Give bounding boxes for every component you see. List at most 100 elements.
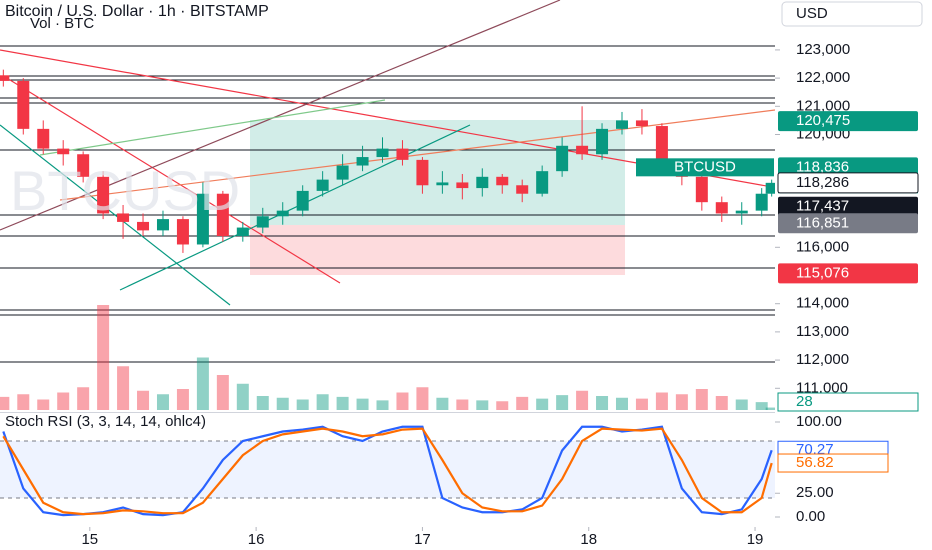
candle-body: [436, 182, 449, 186]
y-tick-label: 111,000: [796, 379, 848, 396]
horizontal-lines: [0, 45, 775, 363]
price-label: 118,836: [796, 158, 849, 175]
candle-body: [765, 182, 778, 194]
volume-bar: [176, 389, 189, 410]
y-tick-label: 123,000: [796, 41, 850, 58]
watermark: BTCUSD: [10, 159, 240, 222]
candle-body: [416, 159, 429, 186]
volume-bar: [156, 394, 169, 410]
stoch-band: [0, 441, 775, 498]
currency: USD: [796, 5, 828, 22]
price-label-box: [778, 157, 918, 178]
candle-body: [735, 210, 748, 214]
price-label-box: [778, 196, 918, 217]
candle-body: [755, 193, 768, 211]
candle-body: [655, 126, 668, 166]
volume-bar: [256, 396, 269, 410]
y-tick-label: 122,000: [796, 69, 850, 86]
volume-bar: [17, 394, 30, 410]
candle-body: [256, 216, 269, 228]
volume-bar: [576, 390, 589, 410]
y-tick-label: 112,000: [796, 351, 849, 368]
y-tick-label: 0.00: [796, 508, 825, 525]
candle-body: [137, 221, 150, 231]
symbol-tag-box: [636, 158, 774, 177]
volume-bar: [336, 396, 349, 410]
candle-body: [456, 182, 469, 189]
y-tick-label: 116,000: [796, 238, 849, 255]
stoch-line: [2, 427, 773, 516]
price-label-box: [777, 172, 919, 194]
volume-bar: [755, 402, 768, 410]
price-label: 118,286: [796, 174, 849, 191]
y-tick-label: 114,000: [796, 295, 849, 312]
volume-bar: [356, 398, 369, 410]
candle-body: [715, 202, 728, 214]
candle-body: [695, 176, 708, 203]
candle-body: [156, 219, 169, 231]
price-label: 115,076: [796, 264, 849, 281]
volume-bar: [735, 399, 748, 410]
volume-bar: [137, 390, 150, 410]
volume-bar: [556, 395, 569, 410]
candle-body: [496, 176, 509, 186]
candle-body: [615, 120, 628, 129]
volume-bar: [675, 394, 688, 410]
candle-body: [37, 128, 50, 149]
volume-bar: [0, 396, 10, 410]
candle-body: [176, 219, 189, 245]
candle-body: [216, 193, 229, 237]
volume-bar: [496, 401, 509, 410]
x-tick-label: 17: [414, 531, 431, 548]
candle-body: [376, 148, 389, 158]
x-tick-label: 18: [580, 531, 597, 548]
volume-bar: [376, 400, 389, 410]
candle-body: [635, 120, 648, 127]
volume-title: Vol · BTC: [30, 15, 94, 32]
volume-bar: [695, 389, 708, 410]
volume-bar: [196, 357, 209, 410]
currency-box[interactable]: [781, 1, 923, 27]
volume-bar: [516, 396, 529, 410]
price-label-box: [778, 263, 918, 284]
volume-bar: [316, 394, 329, 410]
candle-body: [0, 75, 10, 81]
candle-body: [276, 210, 289, 217]
indicator-title: Stoch RSI (3, 3, 14, 14, ohlc4): [5, 413, 206, 430]
volume-bar: [97, 305, 110, 410]
volume-bar: [476, 400, 489, 410]
candle-body: [117, 213, 130, 222]
price-label: 120,475: [796, 112, 850, 129]
stoch-label-box: [777, 453, 889, 473]
price-label: 116,851: [796, 214, 849, 231]
y-tick-label: 100.00: [796, 413, 842, 430]
candle-body: [57, 148, 70, 155]
volume-bar: [396, 392, 409, 410]
candle-body: [97, 176, 110, 214]
volume-bar: [655, 392, 668, 410]
x-tick-label: 19: [747, 531, 764, 548]
volume-bar: [536, 398, 549, 410]
volume-bar: [236, 383, 249, 410]
volume-bar: [615, 397, 628, 410]
volume-bar: [416, 387, 429, 410]
candle-body: [516, 185, 529, 194]
volume-bar: [37, 399, 50, 410]
candle-body: [196, 193, 209, 245]
candle-body: [556, 145, 569, 172]
volume-label: 28: [796, 393, 813, 410]
candle-body: [396, 148, 409, 160]
trend-lines: [0, 0, 931, 306]
candle-body: [236, 227, 249, 237]
symbol-tag: BTCUSD: [674, 158, 736, 175]
candle-body: [316, 179, 329, 191]
candle-body: [77, 154, 90, 177]
volume-bar: [216, 375, 229, 410]
volume-bar: [296, 399, 309, 410]
pane-separator: [0, 412, 775, 413]
volume-label-box: [777, 392, 919, 412]
y-tick-label: 25.00: [796, 484, 834, 501]
candle-body: [356, 157, 369, 166]
